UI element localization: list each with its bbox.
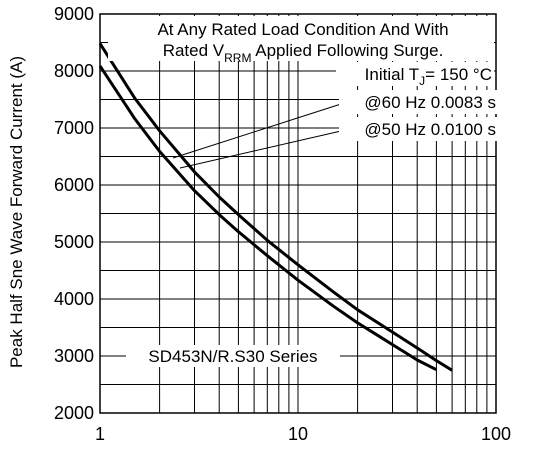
series-label-60hz: @60 Hz 0.0083 s (339, 90, 499, 114)
x-tick-label: 1 (95, 424, 105, 444)
condition-line-2: Rated VRRM Applied Following Surge. (163, 41, 444, 65)
y-tick-label: 2000 (54, 403, 94, 423)
y-tick-label: 4000 (54, 289, 94, 309)
leader-line-60hz (172, 103, 342, 159)
y-tick-label: 9000 (54, 4, 94, 24)
device-series-note: SD453N/R.S30 Series (126, 345, 340, 367)
device-series-label: SD453N/R.S30 Series (148, 347, 317, 366)
y-tick-label: 5000 (54, 232, 94, 252)
y-tick-label: 8000 (54, 61, 94, 81)
condition-line-1: At Any Rated Load Condition And With (157, 20, 448, 39)
y-tick-label: 6000 (54, 175, 94, 195)
y-axis-label: Peak Half Sne Wave Forward Current (A) (7, 56, 26, 368)
series-curves (98, 42, 453, 372)
x-tick-label: 10 (288, 424, 308, 444)
annotation-leaders (172, 103, 342, 169)
series-line-50hz (98, 65, 438, 372)
y-tick-label: 3000 (54, 346, 94, 366)
initial-temperature-label: Initial TJ= 150 °C (365, 65, 492, 88)
condition-note: At Any Rated Load Condition And With Rat… (108, 16, 494, 65)
series-50hz-label: @50 Hz 0.0100 s (364, 120, 496, 139)
leader-line-50hz (179, 130, 342, 169)
series-label-50hz: @50 Hz 0.0100 s (339, 117, 499, 141)
plot-frame (99, 13, 497, 414)
series-60hz-label: @60 Hz 0.0083 s (364, 93, 496, 112)
series-line-60hz (98, 42, 453, 372)
initial-temperature-note: Initial TJ= 150 °C (336, 62, 494, 88)
y-tick-label: 7000 (54, 118, 94, 138)
x-tick-label: 100 (481, 424, 511, 444)
tick-labels: 1 10 100 2000 3000 4000 5000 6000 7000 8000 9000 (54, 4, 511, 444)
